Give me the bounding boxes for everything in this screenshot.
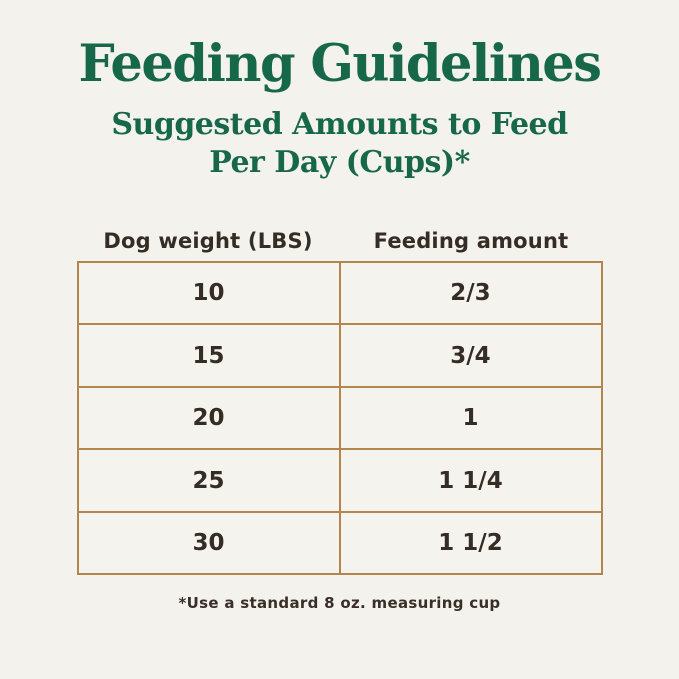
table-row: 25 1 1/4 [76,448,603,513]
cell-dog-weight: 15 [76,323,341,388]
cell-feeding-amount: 3/4 [338,323,603,388]
feeding-table-section: Dog weight (LBS) Feeding amount 10 2/3 1… [76,229,603,576]
cell-dog-weight: 30 [76,510,341,576]
cell-feeding-amount: 1 1/4 [338,448,603,513]
table-row: 15 3/4 [76,323,603,388]
table-row: 30 1 1/2 [76,510,603,576]
page-title: Feeding Guidelines [78,34,602,94]
cell-dog-weight: 20 [76,385,341,451]
table-header-row: Dog weight (LBS) Feeding amount [77,229,603,253]
cell-feeding-amount: 1 1/2 [338,510,603,576]
table-row: 20 1 [76,385,603,451]
table-row: 10 2/3 [76,260,603,326]
column-header-dog-weight: Dog weight (LBS) [103,228,313,253]
cell-dog-weight: 25 [76,448,341,513]
page-subtitle: Suggested Amounts to Feed Per Day (Cups)… [0,106,679,183]
cell-feeding-amount: 1 [338,385,603,451]
cell-dog-weight: 10 [76,260,341,326]
cell-feeding-amount: 2/3 [338,260,603,326]
column-header-feeding-amount: Feeding amount [373,228,569,253]
footnote: *Use a standard 8 oz. measuring cup [178,594,501,613]
feeding-table: 10 2/3 15 3/4 20 1 25 1 1/4 30 1 1/2 [76,260,603,576]
subtitle-line-1: Suggested Amounts to Feed [111,107,568,143]
subtitle-line-2: Per Day (Cups)* [209,145,470,181]
